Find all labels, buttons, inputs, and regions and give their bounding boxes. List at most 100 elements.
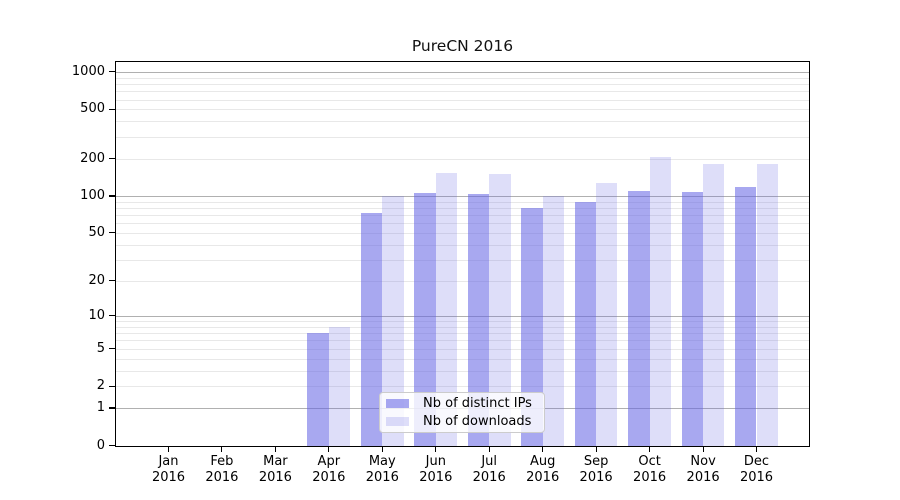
bar-distinct-ips-oct xyxy=(628,190,650,446)
gridline-minor xyxy=(115,99,810,101)
x-axis-tick-label: Apr 2016 xyxy=(312,454,346,485)
bar-distinct-ips-nov xyxy=(681,191,704,446)
legend: Nb of distinct IPs Nb of downloads xyxy=(379,392,545,433)
x-axis-tick-label: May 2016 xyxy=(365,454,399,485)
legend-item-downloads: Nb of downloads xyxy=(386,413,536,429)
y-axis-tick-label: 5 xyxy=(96,340,105,356)
x-axis-tick-mark xyxy=(221,446,223,452)
y-axis-tick-label: 1 xyxy=(96,400,105,415)
bar-downloads-oct xyxy=(649,157,671,446)
x-axis-tick-mark xyxy=(328,446,330,452)
bar-distinct-ips-jul xyxy=(467,194,490,446)
bar-distinct-ips-may xyxy=(360,212,383,446)
y-axis-tick-label: 2 xyxy=(96,378,105,394)
bar-downloads-aug xyxy=(542,196,565,446)
x-axis-tick-label: Jun 2016 xyxy=(419,454,453,485)
bar-distinct-ips-jun xyxy=(414,193,436,446)
y-axis-tick-label: 1000 xyxy=(71,63,105,79)
gridline-minor xyxy=(115,77,810,79)
gridline-minor xyxy=(115,215,810,216)
gridline-minor xyxy=(115,109,810,111)
legend-label-distinct-ips: Nb of distinct IPs xyxy=(423,395,532,411)
x-axis-tick-mark xyxy=(649,446,651,452)
y-axis-tick-mark xyxy=(109,195,115,197)
y-axis-tick-mark xyxy=(109,444,115,447)
gridline-minor xyxy=(115,386,810,388)
x-axis-tick-label: Nov 2016 xyxy=(686,454,720,485)
x-axis-tick-label: Oct 2016 xyxy=(633,454,667,485)
x-axis-tick-label: Dec 2016 xyxy=(739,454,774,485)
y-axis-tick-label: 50 xyxy=(88,224,105,240)
gridline-major xyxy=(115,196,810,197)
x-axis-tick-mark xyxy=(702,446,704,452)
gridline-minor xyxy=(115,121,810,123)
y-axis-tick-label: 500 xyxy=(80,101,105,117)
gridline-major xyxy=(115,71,810,73)
gridline-minor xyxy=(115,358,810,360)
legend-swatch-downloads-icon xyxy=(386,417,409,426)
bar-downloads-dec xyxy=(756,163,778,446)
bar-downloads-may xyxy=(382,196,404,446)
bar-distinct-ips-apr xyxy=(307,333,329,446)
bar-downloads-nov xyxy=(703,164,725,446)
y-axis-tick-label: 20 xyxy=(88,272,105,288)
gridline-minor xyxy=(115,333,810,335)
y-axis-tick-label: 100 xyxy=(80,188,105,203)
gridline-minor xyxy=(115,326,810,328)
bar-distinct-ips-dec xyxy=(735,187,757,446)
x-axis-tick-mark xyxy=(755,446,758,452)
y-axis-tick-mark xyxy=(109,315,115,317)
gridline-minor xyxy=(115,158,810,160)
gridline-minor xyxy=(115,223,810,225)
chart-title: PureCN 2016 xyxy=(411,37,514,55)
gridline-minor xyxy=(115,348,810,350)
y-axis-tick-label: 0 xyxy=(96,437,105,453)
bar-downloads-jul xyxy=(489,173,511,446)
y-axis-tick-mark xyxy=(109,348,115,350)
gridline-minor xyxy=(115,201,810,203)
y-axis-tick-label: 10 xyxy=(88,307,105,323)
gridline-minor xyxy=(115,232,810,234)
y-axis-tick-mark xyxy=(109,232,115,234)
x-axis-tick-mark xyxy=(274,446,276,452)
x-axis-tick-label: Sep 2016 xyxy=(579,454,613,485)
x-axis-tick-mark xyxy=(435,446,437,452)
y-axis-tick-mark xyxy=(109,108,115,110)
legend-swatch-ips-icon xyxy=(386,399,409,408)
bar-distinct-ips-sep xyxy=(574,201,597,446)
gridline-minor xyxy=(115,244,810,246)
gridline-minor xyxy=(115,136,810,138)
gridline-minor xyxy=(115,370,810,372)
legend-label-downloads: Nb of downloads xyxy=(423,413,532,429)
x-axis-tick-label: Feb 2016 xyxy=(205,454,239,485)
gridline-minor xyxy=(115,91,810,93)
x-axis-tick-mark xyxy=(595,446,597,452)
bar-downloads-sep xyxy=(596,182,618,446)
gridline-minor xyxy=(115,340,810,342)
gridline-minor xyxy=(115,321,810,322)
x-axis-tick-label: Jan 2016 xyxy=(151,454,186,485)
plot-area xyxy=(115,61,810,447)
x-axis-tick-mark xyxy=(381,446,383,452)
x-axis-tick-label: Aug 2016 xyxy=(526,454,560,485)
x-axis-tick-label: Mar 2016 xyxy=(258,454,292,485)
gridline-minor xyxy=(115,259,810,261)
y-axis-tick-label: 200 xyxy=(80,150,105,166)
gridline-minor xyxy=(115,207,810,209)
x-axis-tick-mark xyxy=(167,446,170,452)
bar-distinct-ips-aug xyxy=(521,207,543,446)
gridline-major xyxy=(115,315,810,317)
x-axis-tick-mark xyxy=(542,446,544,452)
bar-downloads-apr xyxy=(328,326,351,446)
y-axis-tick-mark xyxy=(109,280,115,282)
y-axis-tick-mark xyxy=(109,407,115,409)
bar-downloads-jun xyxy=(435,172,458,446)
gridline-minor xyxy=(115,84,810,85)
x-axis-tick-label: Jul 2016 xyxy=(472,454,506,485)
gridline-minor xyxy=(115,280,810,282)
y-axis-tick-mark xyxy=(109,158,115,160)
y-axis-tick-mark xyxy=(109,71,115,73)
x-axis-tick-mark xyxy=(488,446,490,452)
legend-item-distinct-ips: Nb of distinct IPs xyxy=(386,395,536,411)
